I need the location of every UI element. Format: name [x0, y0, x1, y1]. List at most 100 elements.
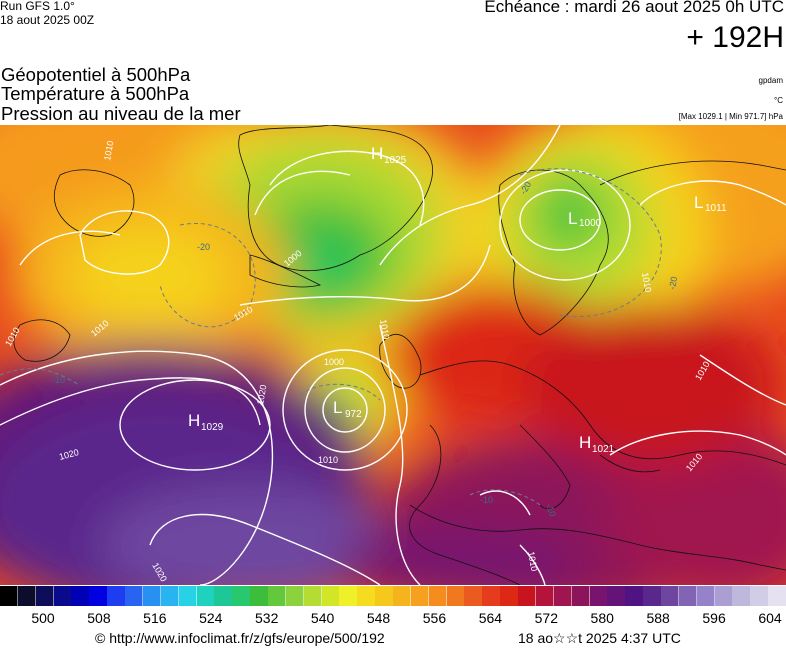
isotherm-label: -10 — [544, 502, 558, 518]
colorbar-swatch — [571, 586, 591, 606]
colorbar-tick-label: 532 — [255, 610, 279, 626]
colorbar-swatch — [714, 586, 733, 606]
colorbar-swatch — [178, 586, 198, 606]
isotherm-label: -10 — [480, 495, 493, 505]
isotherm-label: -10 — [52, 375, 65, 385]
colorbar-swatch — [17, 586, 37, 606]
colorbar-swatch — [535, 586, 555, 606]
colorbar-swatch — [518, 586, 537, 606]
colorbar-tick-label: 572 — [534, 610, 558, 626]
svg-text:L: L — [333, 398, 342, 417]
colorbar-tick-label: 524 — [199, 610, 223, 626]
colorbar-tick-label: 596 — [702, 610, 726, 626]
colorbar-swatch — [357, 586, 376, 606]
pressure-range: [Max 1029.1 | Min 971.7] hPa — [678, 112, 783, 121]
svg-text:H: H — [188, 411, 200, 430]
colorbar-tick-label: 548 — [366, 610, 391, 626]
colorbar-swatch — [339, 586, 358, 606]
colorbar-swatch — [375, 586, 394, 606]
colorbar-swatch — [107, 586, 126, 606]
colorbar-swatch — [53, 586, 73, 606]
isobar-label: 1010 — [318, 455, 338, 465]
colorbar-swatch — [410, 586, 430, 606]
svg-text:972: 972 — [345, 409, 362, 420]
run-date: 18 aout 2025 00Z — [0, 13, 95, 27]
colorbar-swatch — [303, 586, 323, 606]
colorbar-tick-label: 540 — [310, 610, 335, 626]
colorbar-swatch — [464, 586, 483, 606]
svg-text:L: L — [694, 193, 703, 212]
svg-text:1025: 1025 — [384, 155, 407, 166]
svg-text:1011: 1011 — [705, 203, 727, 214]
colorbar-tick-label: 508 — [87, 610, 111, 626]
isobar-label: 1010 — [378, 319, 391, 340]
colorbar-swatch — [250, 586, 269, 606]
pressure-center-high-greenland: H 1025 — [371, 144, 407, 166]
run-label: Run GFS 1.0° — [0, 0, 75, 13]
isotherm-label: -20 — [197, 242, 210, 252]
colorbar-swatch — [625, 586, 644, 606]
valid-time: Echéance : mardi 26 aout 2025 0h UTC — [484, 0, 784, 16]
colorbar-swatch — [142, 586, 162, 606]
credit-url: © http://www.infoclimat.fr/z/gfs/europe/… — [95, 630, 385, 646]
lead-time: + 192H — [686, 21, 784, 54]
unit-temperature: °C — [774, 96, 783, 105]
title-pressure: Pression au niveau de la mer — [1, 103, 241, 124]
colorbar-tick-label: 604 — [758, 610, 782, 626]
svg-text:L: L — [568, 209, 577, 228]
colorbar-swatch — [160, 586, 180, 606]
svg-text:1000: 1000 — [579, 218, 602, 229]
colorbar-tick-label: 580 — [590, 610, 614, 626]
colorbar-swatch — [589, 586, 608, 606]
colorbar-swatch — [125, 586, 144, 606]
weather-map: H 1025 L 1000 L 1011 H 1029 L 972 H 1021… — [0, 125, 786, 585]
colorbar-swatch — [500, 586, 519, 606]
pressure-center-high-balkans: H 1021 — [579, 433, 615, 455]
pressure-centers: H 1025 L 1000 L 1011 H 1029 L 972 H 1021 — [188, 144, 727, 455]
pressure-center-low-scandinavia: L 1000 — [568, 209, 602, 229]
colorbar-swatch — [750, 586, 769, 606]
isobar-label: 1000 — [324, 357, 344, 367]
colorbar-swatch — [553, 586, 573, 606]
title-temperature: Température à 500hPa — [1, 83, 190, 104]
colorbar-swatch — [285, 586, 305, 606]
svg-text:H: H — [579, 433, 591, 452]
colorbar-swatch — [71, 586, 90, 606]
pressure-center-low-russia: L 1011 — [694, 193, 727, 214]
colorbar-swatch — [696, 586, 716, 606]
colorbar-swatch — [768, 586, 786, 606]
colorbar-swatch — [196, 586, 215, 606]
colorbar-swatch — [607, 586, 626, 606]
pressure-center-high-atlantic: H 1029 — [188, 411, 224, 433]
colorbar-tick-label: 500 — [31, 610, 55, 626]
colorbar-swatch — [393, 586, 412, 606]
svg-text:H: H — [371, 144, 383, 163]
colorbar-swatch — [0, 586, 19, 606]
isobar-label: 1010 — [526, 551, 539, 572]
colorbar-tick-label: 588 — [646, 610, 670, 626]
pressure-center-low-atlantic: L 972 — [333, 398, 362, 420]
colorbar-swatch — [214, 586, 233, 606]
svg-text:1021: 1021 — [592, 444, 615, 455]
isobar-label: 1010 — [102, 140, 115, 161]
colorbar-swatch — [732, 586, 751, 606]
colorbar-swatch — [232, 586, 251, 606]
colorbar-swatch — [89, 586, 108, 606]
colorbar-tick-label: 556 — [422, 610, 447, 626]
generated-time: 18 ao☆☆t 2025 4:37 UTC — [518, 630, 681, 646]
colorbar-swatch — [678, 586, 698, 606]
colorbar-tick-label: 516 — [143, 610, 167, 626]
unit-geopotential: gpdam — [758, 76, 783, 85]
isotherm-label: -20 — [667, 276, 679, 291]
colorbar-swatch — [660, 586, 680, 606]
isobar-label: 1010 — [640, 272, 653, 293]
colorbar-swatch — [482, 586, 501, 606]
colorbar — [0, 586, 786, 606]
colorbar-tick-label: 564 — [478, 610, 503, 626]
colorbar-swatch — [428, 586, 448, 606]
isobar-label: 1020 — [255, 384, 268, 405]
svg-text:1029: 1029 — [201, 422, 224, 433]
title-geopotential: Géopotentiel à 500hPa — [1, 64, 191, 85]
colorbar-swatch — [267, 586, 287, 606]
colorbar-swatch — [321, 586, 340, 606]
